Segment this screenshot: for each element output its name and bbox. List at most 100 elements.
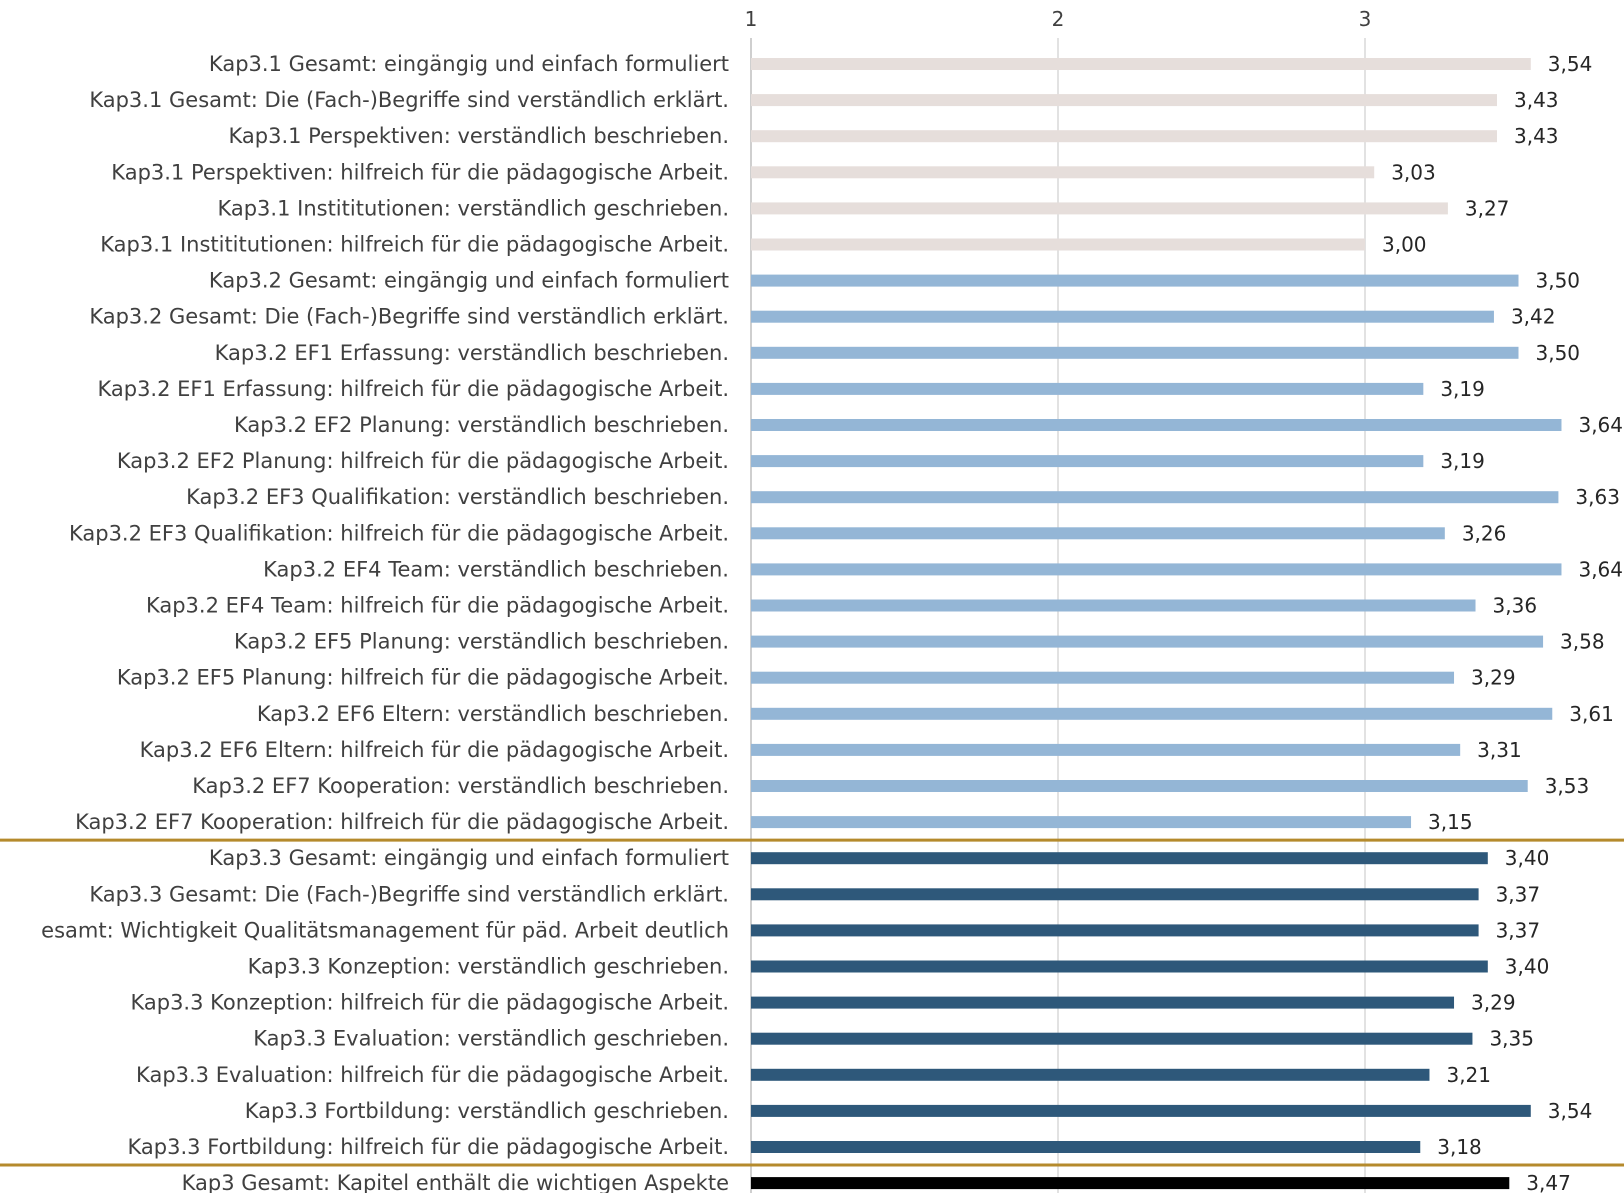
value-label: 3,37 <box>1496 882 1541 906</box>
value-label: 3,26 <box>1462 521 1507 545</box>
x-axis-ticks: 1 2 3 <box>745 7 1372 31</box>
bar <box>751 130 1498 143</box>
value-label: 3,42 <box>1511 305 1556 329</box>
bar <box>751 888 1479 901</box>
value-label: 3,50 <box>1536 341 1581 365</box>
value-label: 3,47 <box>1526 1171 1571 1193</box>
category-label: esamt: Wichtigkeit Qualitätsmanagement f… <box>41 918 729 942</box>
category-label: Kap3.2 EF3 Qualifikation: hilfreich für … <box>69 521 729 545</box>
bar <box>751 238 1365 251</box>
bar <box>751 419 1562 431</box>
x-tick-label: 3 <box>1359 7 1372 31</box>
value-label: 3,37 <box>1496 918 1541 942</box>
value-label: 3,29 <box>1471 666 1516 690</box>
value-label: 3,64 <box>1578 413 1623 437</box>
category-label: Kap3.1 Perspektiven: hilfreich für die p… <box>111 160 729 184</box>
bar <box>751 1177 1510 1190</box>
category-label: Kap3.2 EF4 Team: verständlich beschriebe… <box>263 557 729 581</box>
bar <box>751 707 1553 720</box>
value-label: 3,50 <box>1536 269 1581 293</box>
value-label: 3,19 <box>1440 449 1485 473</box>
category-label: Kap3.3 Konzeption: verständlich geschrie… <box>248 955 729 979</box>
category-label: Kap3.2 EF2 Planung: hilfreich für die pä… <box>117 449 729 473</box>
value-label: 3,15 <box>1428 810 1473 834</box>
value-label: 3,64 <box>1578 557 1623 581</box>
bar <box>751 743 1461 756</box>
category-label: Kap3.3 Fortbildung: verständlich geschri… <box>245 1099 729 1123</box>
category-label: Kap3.1 Perspektiven: verständlich beschr… <box>228 124 729 148</box>
bar <box>751 852 1488 865</box>
value-label: 3,29 <box>1471 991 1516 1015</box>
category-label: Kap3.2 Gesamt: Die (Fach-)Begriffe sind … <box>89 305 729 329</box>
group-separators <box>0 838 1624 1167</box>
category-label: Kap3.2 EF1 Erfassung: hilfreich für die … <box>97 377 729 401</box>
bar <box>751 599 1476 612</box>
bar <box>751 491 1559 504</box>
category-label: Kap3.1 Gesamt: Die (Fach-)Begriffe sind … <box>89 88 729 112</box>
bar <box>751 274 1519 287</box>
value-label: 3,27 <box>1465 196 1510 220</box>
category-label: Kap3.2 EF6 Eltern: verständlich beschrie… <box>257 702 729 726</box>
bar <box>751 58 1531 70</box>
category-label: Kap3.1 Instititutionen: verständlich ges… <box>217 196 729 220</box>
bar <box>751 671 1455 684</box>
category-label: Kap3.2 Gesamt: eingängig und einfach for… <box>209 269 729 293</box>
bar <box>751 1032 1473 1045</box>
bar <box>751 202 1448 215</box>
bars <box>751 58 1562 1190</box>
value-labels: 3,54 3,43 3,43 3,03 3,27 3,00 3,50 3,42 3,50 3,19… <box>1382 52 1623 1193</box>
bar <box>751 527 1445 540</box>
value-label: 3,18 <box>1437 1135 1482 1159</box>
category-label: Kap3.3 Evaluation: verständlich geschrie… <box>253 1027 729 1051</box>
bar <box>751 924 1479 937</box>
category-label: Kap3.2 EF5 Planung: verständlich beschri… <box>234 630 729 654</box>
value-label: 3,31 <box>1477 738 1522 762</box>
bar <box>751 1068 1430 1081</box>
category-label: Kap3.3 Konzeption: hilfreich für die päd… <box>130 991 729 1015</box>
bar <box>751 310 1494 323</box>
category-label: Kap3.3 Gesamt: Die (Fach-)Begriffe sind … <box>89 882 729 906</box>
category-label: Kap3.3 Evaluation: hilfreich für die päd… <box>136 1063 729 1087</box>
value-label: 3,00 <box>1382 233 1427 257</box>
bar <box>751 780 1528 792</box>
category-label: Kap3 Gesamt: Kapitel enthält die wichtig… <box>182 1171 729 1193</box>
x-tick-label: 1 <box>745 7 758 31</box>
bar <box>751 996 1455 1009</box>
category-label: Kap3.2 EF3 Qualifikation: verständlich b… <box>186 485 729 509</box>
value-label: 3,35 <box>1489 1027 1534 1051</box>
value-label: 3,54 <box>1548 52 1593 76</box>
value-label: 3,21 <box>1446 1063 1491 1087</box>
category-label: Kap3.3 Fortbildung: hilfreich für die pä… <box>128 1135 729 1159</box>
bar <box>751 94 1498 107</box>
category-label: Kap3.1 Gesamt: eingängig und einfach for… <box>209 52 729 76</box>
value-label: 3,54 <box>1548 1099 1593 1123</box>
bar <box>751 960 1488 973</box>
value-label: 3,40 <box>1505 955 1550 979</box>
category-label: Kap3.2 EF6 Eltern: hilfreich für die päd… <box>140 738 729 762</box>
bar <box>751 166 1375 179</box>
category-label: Kap3.2 EF4 Team: hilfreich für die pädag… <box>146 594 729 618</box>
bar <box>751 346 1519 359</box>
value-label: 3,63 <box>1575 485 1620 509</box>
category-label: Kap3.2 EF5 Planung: hilfreich für die pä… <box>117 666 729 690</box>
value-label: 3,36 <box>1493 594 1538 618</box>
bar <box>751 563 1562 576</box>
value-label: 3,61 <box>1569 702 1614 726</box>
value-label: 3,43 <box>1514 88 1559 112</box>
bar <box>751 816 1412 829</box>
category-label: Kap3.2 EF2 Planung: verständlich beschri… <box>234 413 729 437</box>
bar <box>751 1141 1421 1153</box>
x-tick-label: 2 <box>1052 7 1065 31</box>
category-label: Kap3.2 EF1 Erfassung: verständlich besch… <box>215 341 729 365</box>
value-label: 3,40 <box>1505 846 1550 870</box>
value-label: 3,58 <box>1560 630 1605 654</box>
bar <box>751 455 1424 468</box>
category-label: Kap3.2 EF7 Kooperation: hilfreich für di… <box>75 810 729 834</box>
value-label: 3,43 <box>1514 124 1559 148</box>
bar <box>751 635 1544 648</box>
value-label: 3,03 <box>1391 160 1436 184</box>
category-label: Kap3.2 EF7 Kooperation: verständlich bes… <box>192 774 729 798</box>
bar <box>751 382 1424 395</box>
value-label: 3,19 <box>1440 377 1485 401</box>
